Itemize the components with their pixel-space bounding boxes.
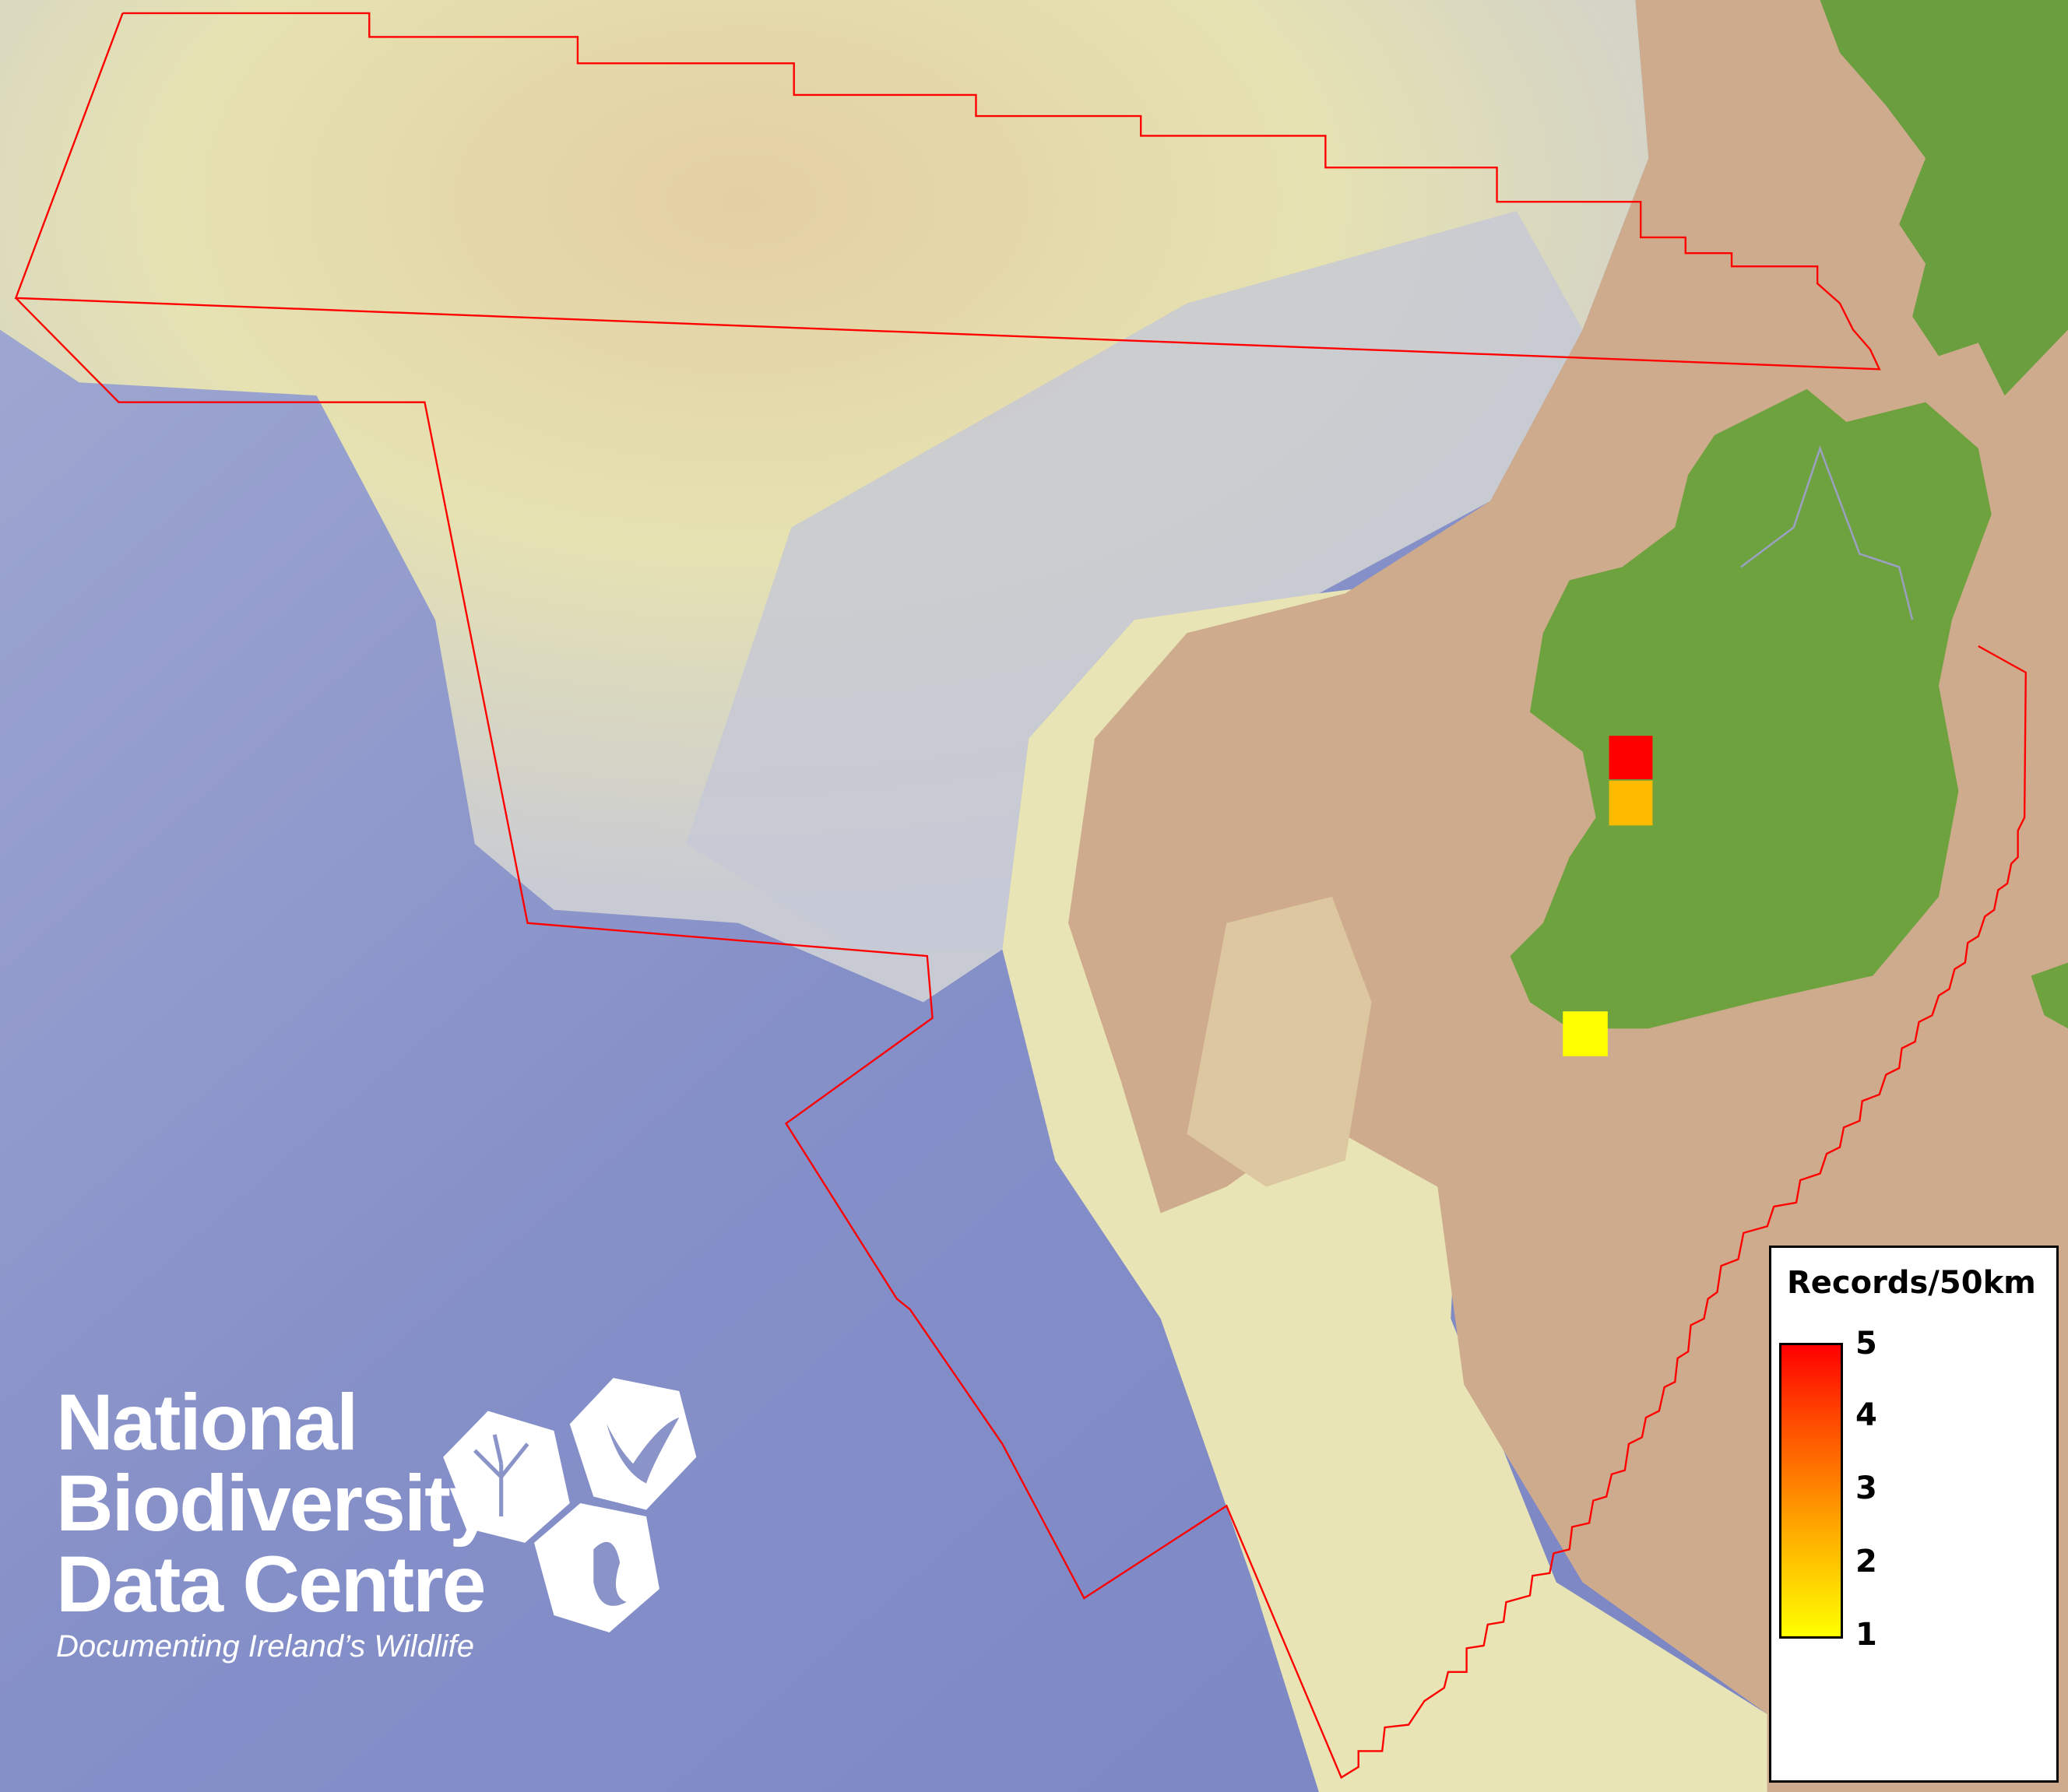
shelf-bulge — [1187, 896, 1372, 1187]
legend-tick-4: 4 — [1855, 1397, 1877, 1433]
nbdc-logo: National Biodiversity Data Centre Docume… — [56, 1378, 494, 1664]
plant-icon — [443, 1411, 570, 1543]
record-cell[interactable] — [1563, 1011, 1608, 1056]
logo-line-1: National — [56, 1378, 358, 1467]
legend-title: Records/50km — [1787, 1265, 2036, 1301]
logo-tagline: Documenting Ireland’s Wildlife — [56, 1629, 474, 1664]
legend-tick-3: 3 — [1855, 1470, 1877, 1506]
rockall-shelf — [0, 0, 1649, 1003]
record-cell[interactable] — [1609, 780, 1653, 826]
butterfly-icon — [569, 1378, 697, 1510]
eez-boundary-south — [15, 297, 2027, 1780]
legend-tick-5: 5 — [1855, 1326, 1877, 1362]
scotland-land — [1820, 0, 2068, 396]
logo-hexagons — [443, 1378, 697, 1633]
logo-line-2: Biodiversity — [56, 1459, 494, 1548]
legend-tick-1: 1 — [1855, 1617, 1877, 1653]
legend: Records/50km 5 4 3 2 1 — [1769, 1246, 2059, 1783]
wales-land — [2031, 962, 2068, 1029]
eez-boundary — [14, 12, 1881, 371]
legend-color-ramp — [1779, 1343, 1843, 1639]
ireland-land — [1510, 388, 1992, 1029]
record-cell[interactable] — [1609, 736, 1653, 780]
logo-line-3: Data Centre — [56, 1540, 487, 1629]
legend-tick-2: 2 — [1855, 1544, 1877, 1579]
slope — [685, 211, 1583, 950]
ni-border — [1740, 445, 1914, 620]
